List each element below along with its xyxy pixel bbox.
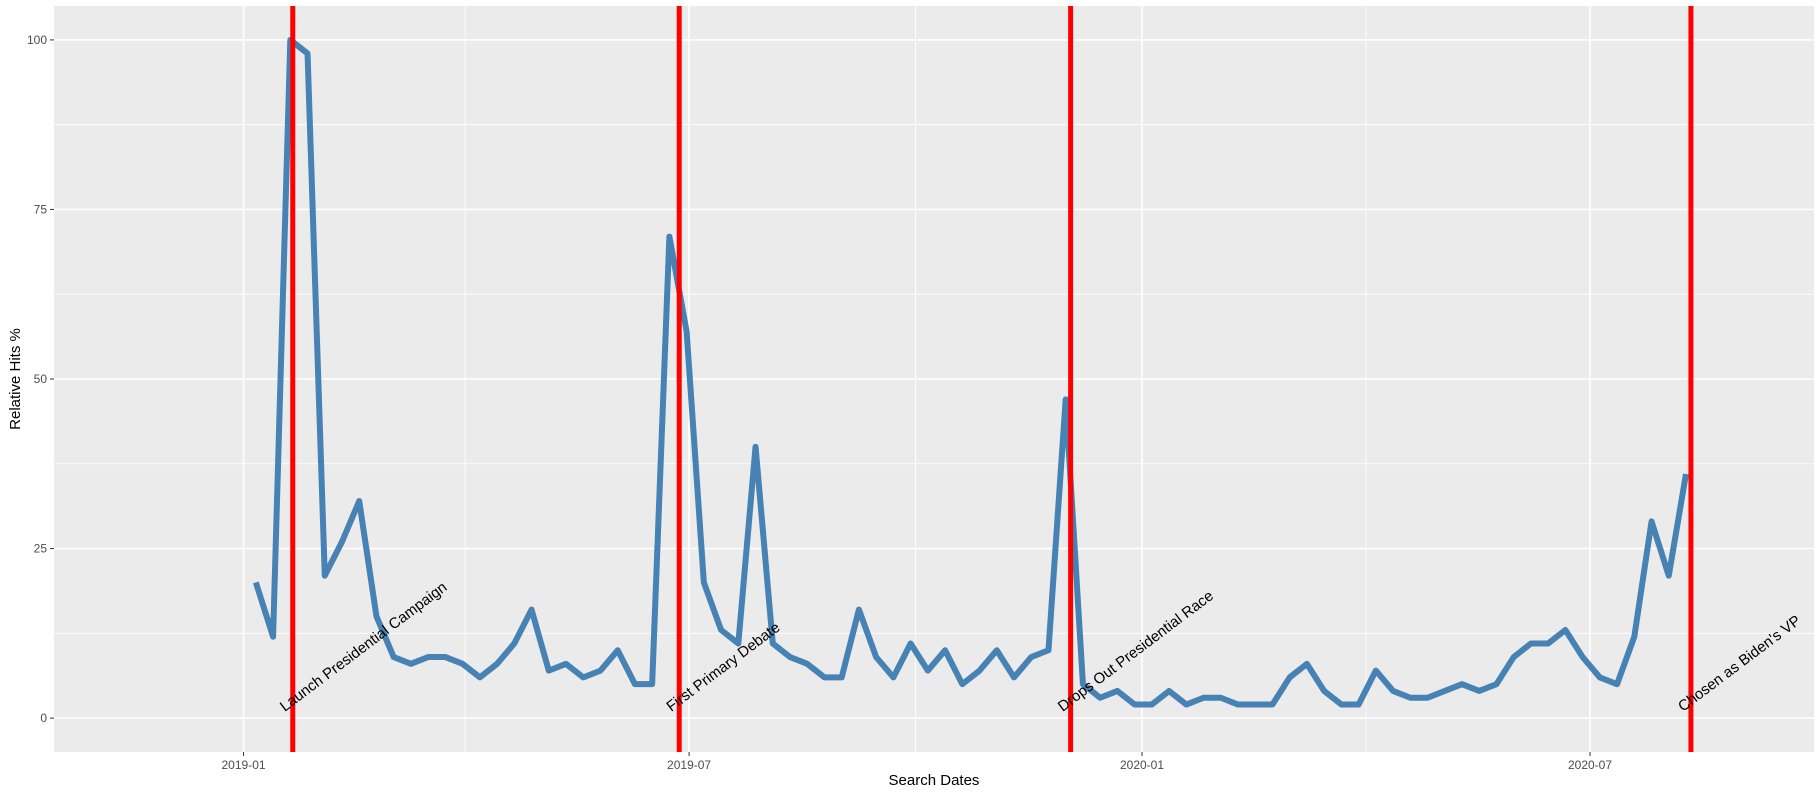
y-axis: 0 25 50 75 100 xyxy=(27,33,54,725)
y-tick-label: 0 xyxy=(40,711,47,725)
event-lines xyxy=(290,6,1694,752)
y-tick-label: 25 xyxy=(34,542,48,556)
x-axis-title: Search Dates xyxy=(889,772,980,789)
y-tick-label: 75 xyxy=(34,202,48,216)
y-tick-label: 100 xyxy=(27,33,47,47)
y-tick-label: 50 xyxy=(34,372,48,386)
x-tick-label: 2019-07 xyxy=(667,758,711,772)
x-axis: 2019-01 2019-07 2020-01 2020-07 xyxy=(222,752,1612,772)
series-line-0 xyxy=(252,36,1689,708)
x-tick-label: 2019-01 xyxy=(222,758,266,772)
x-tick-label: 2020-07 xyxy=(1568,758,1612,772)
x-tick-label: 2020-01 xyxy=(1120,758,1164,772)
y-axis-title: Relative Hits % xyxy=(7,328,24,430)
series-layer xyxy=(252,36,1689,708)
